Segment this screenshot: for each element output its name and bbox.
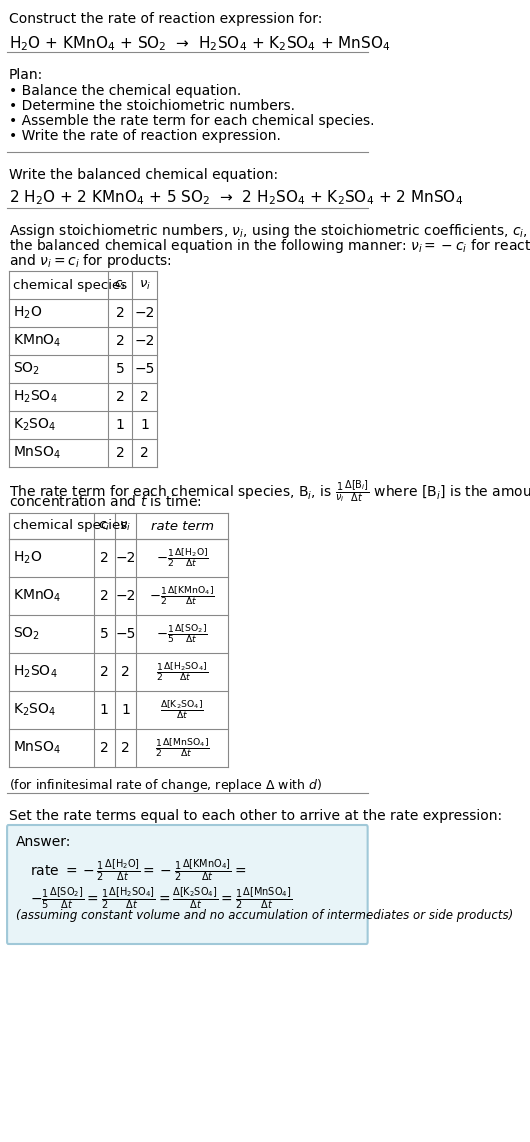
Text: 5: 5 — [100, 627, 109, 641]
FancyBboxPatch shape — [7, 825, 368, 944]
Text: $c_i$: $c_i$ — [114, 279, 126, 291]
Text: H$_2$SO$_4$: H$_2$SO$_4$ — [13, 664, 57, 681]
Text: Answer:: Answer: — [15, 835, 71, 849]
Text: $-\frac{1}{5}\frac{\Delta[\mathrm{SO_2}]}{\Delta t}$: $-\frac{1}{5}\frac{\Delta[\mathrm{SO_2}]… — [156, 622, 208, 645]
Text: and $\nu_i = c_i$ for products:: and $\nu_i = c_i$ for products: — [8, 252, 171, 270]
Text: −5: −5 — [115, 627, 136, 641]
Text: −2: −2 — [115, 589, 136, 603]
Text: 2: 2 — [116, 306, 125, 320]
Text: −5: −5 — [135, 362, 155, 376]
Text: chemical species: chemical species — [13, 279, 127, 291]
Text: 2 H$_2$O + 2 KMnO$_4$ + 5 SO$_2$  →  2 H$_2$SO$_4$ + K$_2$SO$_4$ + 2 MnSO$_4$: 2 H$_2$O + 2 KMnO$_4$ + 5 SO$_2$ → 2 H$_… — [8, 188, 463, 207]
Text: $-\frac{1}{2}\frac{\Delta[\mathrm{KMnO_4}]}{\Delta t}$: $-\frac{1}{2}\frac{\Delta[\mathrm{KMnO_4… — [149, 585, 215, 608]
Text: H$_2$O: H$_2$O — [13, 305, 42, 321]
Text: 2: 2 — [100, 589, 109, 603]
Text: K$_2$SO$_4$: K$_2$SO$_4$ — [13, 702, 56, 718]
Text: Construct the rate of reaction expression for:: Construct the rate of reaction expressio… — [8, 13, 322, 26]
Text: 2: 2 — [116, 333, 125, 348]
Text: rate term: rate term — [151, 520, 214, 532]
Text: H$_2$SO$_4$: H$_2$SO$_4$ — [13, 388, 57, 405]
Text: 1: 1 — [121, 703, 130, 717]
Text: K$_2$SO$_4$: K$_2$SO$_4$ — [13, 417, 56, 433]
Text: chemical species: chemical species — [13, 520, 127, 532]
Text: The rate term for each chemical species, B$_i$, is $\frac{1}{\nu_i}\frac{\Delta[: The rate term for each chemical species,… — [8, 478, 530, 505]
Text: H$_2$O: H$_2$O — [13, 549, 42, 566]
Text: $c_i$: $c_i$ — [98, 520, 110, 532]
Text: SO$_2$: SO$_2$ — [13, 361, 40, 377]
Text: $-\frac{1}{5}\frac{\Delta[\mathrm{SO_2}]}{\Delta t} = \frac{1}{2}\frac{\Delta[\m: $-\frac{1}{5}\frac{\Delta[\mathrm{SO_2}]… — [30, 885, 292, 910]
Text: 2: 2 — [100, 550, 109, 565]
Text: $\frac{\Delta[\mathrm{K_2SO_4}]}{\Delta t}$: $\frac{\Delta[\mathrm{K_2SO_4}]}{\Delta … — [160, 699, 204, 722]
Text: 2: 2 — [121, 665, 130, 679]
Text: $\frac{1}{2}\frac{\Delta[\mathrm{MnSO_4}]}{\Delta t}$: $\frac{1}{2}\frac{\Delta[\mathrm{MnSO_4}… — [155, 737, 209, 759]
Text: SO$_2$: SO$_2$ — [13, 626, 40, 642]
Text: • Balance the chemical equation.: • Balance the chemical equation. — [8, 85, 241, 98]
Text: (assuming constant volume and no accumulation of intermediates or side products): (assuming constant volume and no accumul… — [15, 909, 513, 922]
Text: 2: 2 — [116, 391, 125, 404]
Text: 2: 2 — [116, 447, 125, 460]
Text: $\nu_i$: $\nu_i$ — [139, 279, 151, 291]
Text: (for infinitesimal rate of change, replace Δ with $d$): (for infinitesimal rate of change, repla… — [8, 777, 322, 794]
Text: 2: 2 — [121, 741, 130, 755]
Text: −2: −2 — [115, 550, 136, 565]
Text: • Write the rate of reaction expression.: • Write the rate of reaction expression. — [8, 129, 280, 143]
Text: Assign stoichiometric numbers, $\nu_i$, using the stoichiometric coefficients, $: Assign stoichiometric numbers, $\nu_i$, … — [8, 222, 530, 240]
Text: 5: 5 — [116, 362, 125, 376]
Text: 1: 1 — [140, 418, 149, 432]
Text: KMnO$_4$: KMnO$_4$ — [13, 588, 61, 604]
Text: 2: 2 — [140, 391, 149, 404]
Text: concentration and $t$ is time:: concentration and $t$ is time: — [8, 494, 201, 509]
Text: $\nu_i$: $\nu_i$ — [119, 520, 131, 532]
Text: KMnO$_4$: KMnO$_4$ — [13, 332, 61, 349]
Text: rate $= -\frac{1}{2}\frac{\Delta[\mathrm{H_2O}]}{\Delta t} = -\frac{1}{2}\frac{\: rate $= -\frac{1}{2}\frac{\Delta[\mathrm… — [30, 856, 246, 883]
Text: Write the balanced chemical equation:: Write the balanced chemical equation: — [8, 168, 278, 182]
Text: • Assemble the rate term for each chemical species.: • Assemble the rate term for each chemic… — [8, 114, 374, 128]
Text: 2: 2 — [140, 447, 149, 460]
Text: Plan:: Plan: — [8, 69, 43, 82]
Text: 1: 1 — [100, 703, 109, 717]
Text: 2: 2 — [100, 665, 109, 679]
Text: • Determine the stoichiometric numbers.: • Determine the stoichiometric numbers. — [8, 99, 295, 113]
Text: 2: 2 — [100, 741, 109, 755]
Text: MnSO$_4$: MnSO$_4$ — [13, 444, 61, 461]
Text: −2: −2 — [135, 333, 155, 348]
Text: Set the rate terms equal to each other to arrive at the rate expression:: Set the rate terms equal to each other t… — [8, 809, 501, 823]
Text: $-\frac{1}{2}\frac{\Delta[\mathrm{H_2O}]}{\Delta t}$: $-\frac{1}{2}\frac{\Delta[\mathrm{H_2O}]… — [156, 547, 208, 570]
Text: the balanced chemical equation in the following manner: $\nu_i = -c_i$ for react: the balanced chemical equation in the fo… — [8, 238, 530, 255]
Text: 1: 1 — [116, 418, 125, 432]
Text: H$_2$O + KMnO$_4$ + SO$_2$  →  H$_2$SO$_4$ + K$_2$SO$_4$ + MnSO$_4$: H$_2$O + KMnO$_4$ + SO$_2$ → H$_2$SO$_4$… — [8, 34, 390, 53]
Text: −2: −2 — [135, 306, 155, 320]
Text: MnSO$_4$: MnSO$_4$ — [13, 740, 61, 756]
Text: $\frac{1}{2}\frac{\Delta[\mathrm{H_2SO_4}]}{\Delta t}$: $\frac{1}{2}\frac{\Delta[\mathrm{H_2SO_4… — [156, 660, 208, 683]
